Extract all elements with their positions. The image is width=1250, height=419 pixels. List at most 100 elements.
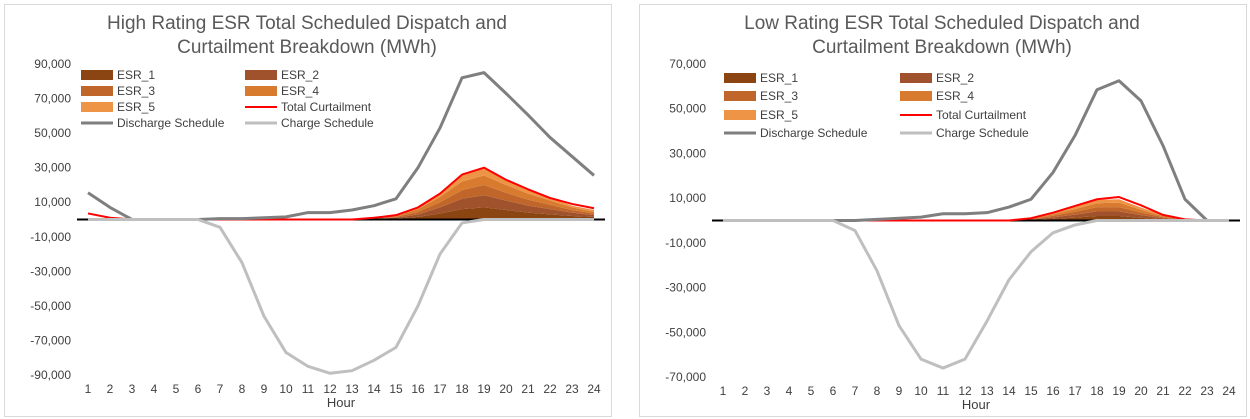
low-rating-chart-panel: Low Rating ESR Total Scheduled Dispatch …: [639, 4, 1247, 417]
x-tick-label: 2: [107, 382, 114, 396]
x-tick-label: 19: [1112, 384, 1126, 398]
high-rating-chart-panel: High Rating ESR Total Scheduled Dispatch…: [4, 4, 612, 417]
legend-swatch: [245, 70, 277, 80]
x-tick-label: 10: [279, 382, 293, 396]
y-tick-label: 70,000: [34, 92, 71, 106]
legend-entry: Total Curtailment: [936, 108, 1027, 122]
y-tick-label: -30,000: [665, 281, 706, 295]
area-esr-2: [723, 211, 1229, 221]
x-tick-label: 10: [914, 384, 928, 398]
legend-entry: ESR_5: [760, 108, 798, 122]
line-discharge-schedule: [723, 79, 1229, 222]
x-tick-label: 6: [195, 382, 202, 396]
legend-swatch: [245, 86, 277, 96]
y-tick-label: 70,000: [669, 57, 706, 71]
legend-swatch: [724, 110, 756, 120]
legend-entry: Charge Schedule: [281, 116, 374, 130]
x-tick-label: 3: [129, 382, 136, 396]
x-tick-label: 21: [1156, 384, 1170, 398]
x-tick-label: 24: [1222, 384, 1236, 398]
legend-entry: ESR_1: [117, 68, 155, 82]
x-tick-label: 14: [367, 382, 381, 396]
x-tick-label: 13: [345, 382, 359, 396]
area-esr-2: [88, 195, 594, 220]
legend-entry: ESR_5: [117, 100, 155, 114]
high-rating-chart: High Rating ESR Total Scheduled Dispatch…: [30, 13, 605, 410]
y-tick-label: -10,000: [30, 230, 71, 244]
legend-entry: ESR_1: [760, 71, 798, 85]
y-tick-label: -50,000: [30, 299, 71, 313]
x-tick-label: 3: [764, 384, 771, 398]
x-tick-label: 14: [1002, 384, 1016, 398]
x-tick-label: 22: [543, 382, 557, 396]
x-tick-label: 12: [323, 382, 337, 396]
x-tick-label: 16: [1046, 384, 1060, 398]
legend-entry: ESR_4: [281, 84, 319, 98]
x-tick-label: 8: [239, 382, 246, 396]
x-tick-label: 18: [1090, 384, 1104, 398]
y-tick-label: 10,000: [34, 195, 71, 209]
y-tick-label: -10,000: [665, 236, 706, 250]
line-charge-schedule: [723, 219, 1229, 370]
y-tick-label: -70,000: [30, 333, 71, 347]
x-tick-label: 4: [786, 384, 793, 398]
x-tick-label: 11: [937, 384, 950, 398]
chart-title-line: Curtailment Breakdown (MWh): [177, 37, 437, 58]
x-tick-label: 13: [980, 384, 994, 398]
x-tick-label: 1: [85, 382, 92, 396]
y-tick-label: 50,000: [669, 102, 706, 116]
legend-swatch: [724, 91, 756, 101]
y-tick-label: 30,000: [34, 161, 71, 175]
x-tick-label: 15: [389, 382, 403, 396]
y-tick-label: -30,000: [30, 264, 71, 278]
legend-swatch: [81, 70, 113, 80]
x-tick-label: 23: [1200, 384, 1214, 398]
area-esr-4: [88, 175, 594, 220]
area-esr-1: [88, 207, 594, 220]
y-tick-label: -70,000: [665, 370, 706, 384]
legend-swatch: [900, 91, 932, 101]
y-tick-label: 50,000: [34, 126, 71, 140]
chart-title-line: High Rating ESR Total Scheduled Dispatch…: [107, 13, 507, 34]
x-tick-label: 15: [1024, 384, 1038, 398]
x-tick-label: 9: [261, 382, 268, 396]
chart-title-line: Low Rating ESR Total Scheduled Dispatch …: [744, 13, 1140, 34]
x-tick-label: 24: [587, 382, 601, 396]
x-tick-label: 8: [874, 384, 881, 398]
chart-title-line: Curtailment Breakdown (MWh): [812, 37, 1072, 58]
legend-entry: ESR_3: [117, 84, 155, 98]
legend-swatch: [81, 86, 113, 96]
y-tick-label: 10,000: [669, 191, 706, 205]
x-tick-label: 5: [173, 382, 180, 396]
area-esr-3: [88, 184, 594, 220]
x-tick-label: 12: [958, 384, 972, 398]
x-tick-label: 19: [477, 382, 491, 396]
legend-entry: Discharge Schedule: [760, 126, 868, 140]
x-tick-label: 17: [433, 382, 447, 396]
y-tick-label: -90,000: [30, 368, 71, 382]
x-tick-label: 21: [521, 382, 535, 396]
x-tick-label: 9: [896, 384, 903, 398]
y-tick-label: -50,000: [665, 325, 706, 339]
x-tick-label: 22: [1178, 384, 1192, 398]
x-tick-label: 20: [1134, 384, 1148, 398]
legend-swatch: [724, 73, 756, 83]
y-tick-label: 90,000: [34, 57, 71, 71]
x-tick-label: 7: [852, 384, 859, 398]
x-tick-label: 18: [455, 382, 469, 396]
x-tick-label: 1: [720, 384, 727, 398]
legend-entry: Charge Schedule: [936, 126, 1029, 140]
x-tick-label: 16: [411, 382, 425, 396]
x-tick-label: 2: [742, 384, 749, 398]
legend-entry: Total Curtailment: [281, 100, 372, 114]
legend-entry: Discharge Schedule: [117, 116, 225, 130]
low-rating-chart: Low Rating ESR Total Scheduled Dispatch …: [665, 13, 1240, 412]
line-charge-schedule: [88, 218, 594, 375]
x-tick-label: 11: [302, 382, 315, 396]
x-tick-label: 20: [499, 382, 513, 396]
x-axis-label: Hour: [962, 397, 991, 412]
legend-entry: ESR_2: [281, 68, 319, 82]
x-tick-label: 6: [830, 384, 837, 398]
x-tick-label: 17: [1068, 384, 1082, 398]
y-tick-label: 30,000: [669, 146, 706, 160]
